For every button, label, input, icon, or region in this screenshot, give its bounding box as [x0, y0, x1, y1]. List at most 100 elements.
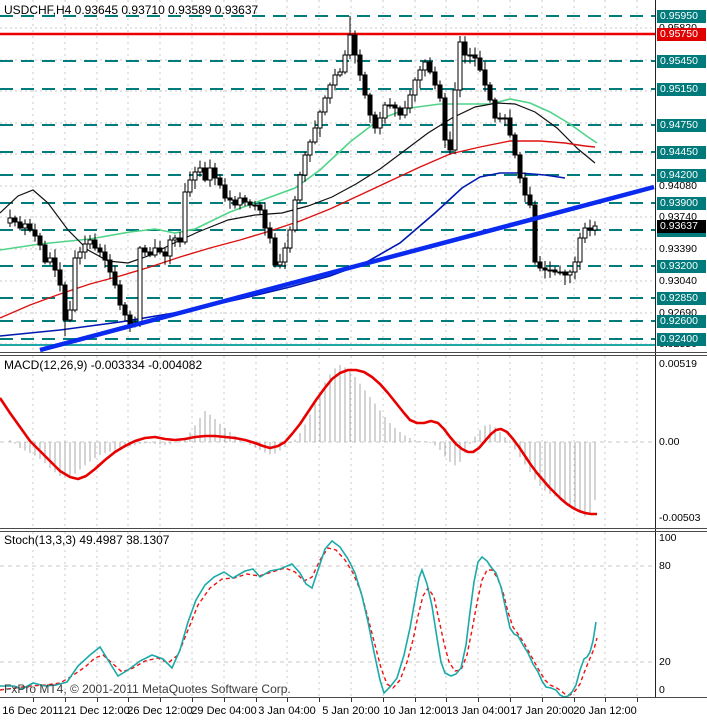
candle-body: [147, 251, 153, 256]
current-price-badge: 0.93637: [657, 220, 706, 233]
panel-separator: [0, 697, 707, 698]
candle-body: [297, 174, 303, 201]
candle-body: [437, 84, 443, 99]
candle-body: [172, 237, 178, 241]
candle-body: [117, 284, 123, 306]
candle-body: [427, 61, 433, 73]
panel-separator[interactable]: [0, 531, 707, 532]
price-grid-label: 0.94080: [659, 180, 697, 192]
candle-body: [307, 141, 313, 156]
candle-body: [317, 111, 323, 129]
candle-body: [42, 244, 48, 263]
candle-body: [207, 167, 213, 181]
candle-body: [347, 34, 353, 56]
candle-body: [472, 54, 478, 59]
candle-body: [122, 304, 128, 316]
candle-body: [92, 239, 98, 249]
stoch-scale-label: 100: [659, 532, 677, 544]
candle-body: [52, 257, 58, 271]
candle-body: [257, 204, 263, 211]
candle-body: [177, 237, 183, 243]
candle-body: [7, 217, 13, 224]
candle-body: [127, 314, 133, 325]
time-tick: [65, 698, 66, 702]
time-tick: [224, 698, 225, 702]
price-level-badge: 0.94450: [657, 146, 706, 159]
candle-body: [562, 271, 568, 276]
candle-body: [397, 107, 403, 116]
stoch-scale-label: 0: [659, 684, 665, 696]
candle-body: [547, 269, 553, 272]
candle-body: [332, 74, 338, 86]
candle-body: [22, 223, 28, 229]
time-tick: [574, 698, 575, 702]
broker-watermark: FxPro MT4, © 2001-2011 MetaQuotes Softwa…: [4, 682, 291, 696]
candle-body: [37, 235, 43, 246]
candle-body: [157, 247, 163, 253]
candle-body: [352, 34, 358, 56]
time-tick: [510, 698, 511, 702]
time-tick: [287, 698, 288, 702]
time-tick: [256, 698, 257, 702]
candle-body: [367, 94, 373, 116]
candle-body: [282, 247, 288, 263]
candle-body: [557, 271, 563, 274]
candle-body: [62, 284, 68, 321]
price-scale-axis[interactable]: 0.958200.940800.937400.933900.930400.926…: [655, 0, 707, 698]
candle-body: [507, 117, 513, 136]
price-level-badge: 0.95150: [657, 83, 706, 96]
candle-body: [57, 269, 63, 286]
candle-body: [142, 247, 148, 253]
stoch-scale-label: 80: [659, 560, 671, 572]
price-chart-plot[interactable]: [0, 0, 655, 352]
price-level-badge: 0.93200: [657, 260, 706, 273]
candle-body: [232, 199, 238, 206]
candle-body: [222, 184, 228, 199]
panel-separator[interactable]: [0, 352, 707, 353]
price-level-badge: 0.92850: [657, 292, 706, 305]
panel-separator[interactable]: [0, 528, 707, 529]
candle-body: [27, 223, 33, 231]
candle-body: [217, 177, 223, 186]
time-tick: [351, 698, 352, 702]
stochastic-indicator-plot[interactable]: [0, 532, 655, 697]
candle-body: [252, 204, 258, 207]
price-level-badge: 0.92600: [657, 315, 706, 328]
time-label: 16 Dec 2011: [2, 705, 64, 717]
time-label: 13 Jan 04:00: [446, 705, 510, 717]
candle-body: [577, 237, 583, 263]
ma-blue-thin: [0, 172, 566, 337]
candle-body: [532, 204, 538, 263]
candle-body: [522, 177, 528, 196]
candle-body: [277, 261, 283, 266]
panel-separator[interactable]: [0, 355, 707, 356]
price-grid-label: 0.93390: [659, 243, 697, 255]
time-tick: [192, 698, 193, 702]
macd-scale-label: -0.00503: [659, 512, 701, 524]
candle-body: [77, 251, 83, 259]
macd-title: MACD(12,26,9) -0.003334 -0.004082: [4, 358, 203, 372]
candle-body: [342, 54, 348, 73]
macd-indicator-plot[interactable]: [0, 356, 655, 528]
price-level-badge: 0.94750: [657, 119, 706, 132]
stoch-k-line: [0, 539, 597, 697]
candle-body: [537, 261, 543, 269]
candle-body: [402, 107, 408, 116]
time-label: 21 Dec 12:00: [64, 705, 130, 717]
time-tick: [160, 698, 161, 702]
price-grid-label: 0.93040: [659, 275, 697, 287]
candle-body: [167, 239, 173, 257]
candle-body: [457, 41, 463, 91]
time-axis[interactable]: 16 Dec 2011 21 Dec 12:00 26 Dec 12:00 29 De…: [0, 698, 707, 723]
candle-body: [497, 117, 503, 120]
candle-body: [417, 69, 423, 81]
candle-body: [162, 251, 168, 257]
candle-body: [327, 84, 333, 99]
candle-body: [482, 69, 488, 86]
candle-body: [477, 57, 483, 71]
candle-body: [357, 54, 363, 76]
candle-body: [382, 104, 388, 119]
candle-body: [337, 71, 343, 76]
price-level-badge: 0.95950: [657, 10, 706, 23]
stoch-scale-label: 20: [659, 656, 671, 668]
